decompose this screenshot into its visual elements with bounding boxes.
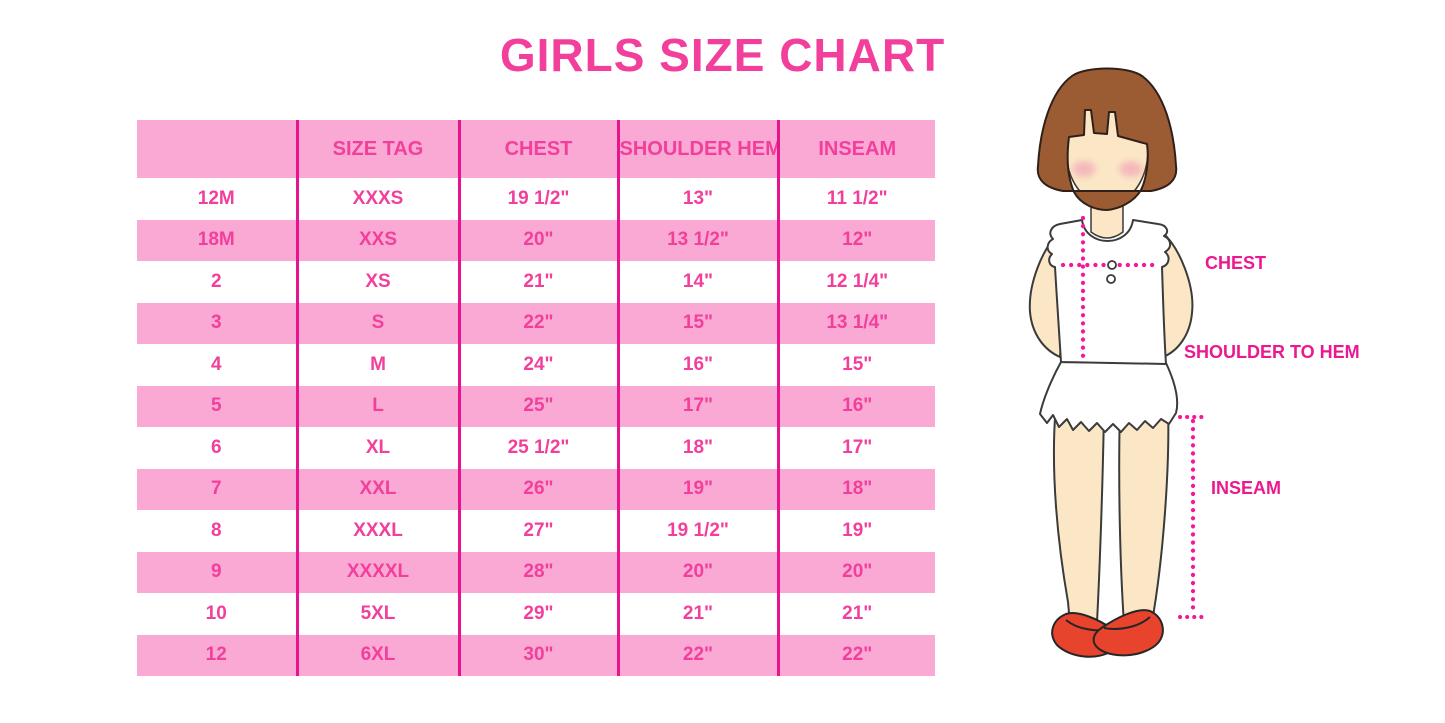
- table-row-2: 2 XS 21" 14" 12 1/4": [137, 261, 935, 303]
- table-row-3: 3 S 22" 15" 13 1/4": [137, 302, 935, 344]
- cell-size-tag: XS: [297, 261, 461, 303]
- cell-chest: 28": [459, 551, 620, 593]
- skirt: [1039, 361, 1179, 433]
- cell-shoulder-hem: 13 1/2": [618, 219, 780, 261]
- cell-size: 2: [137, 261, 299, 303]
- cell-shoulder-hem: 21": [618, 593, 780, 635]
- cell-size: 12: [137, 634, 299, 676]
- cell-inseam: 15": [842, 353, 873, 375]
- cell-inseam: 20": [778, 551, 935, 593]
- measurement-figure: [1000, 55, 1420, 695]
- cell-size-tag: XXXL: [297, 510, 461, 552]
- size-table: SIZE TAG CHEST SHOULDER HEM INSEAM 12M XX…: [137, 120, 935, 676]
- left-leg: [1052, 404, 1105, 625]
- cell-size: 6: [137, 427, 299, 469]
- table-row-12m: 12M XXXS 19 1/2" 13" 11 1/2": [137, 178, 935, 220]
- header-blank: [137, 120, 299, 178]
- cell-chest: 22": [459, 302, 620, 344]
- cell-inseam: 17": [842, 436, 873, 458]
- table-row-7: 7 XXL 26" 19" 18": [137, 468, 935, 510]
- page-title: GIRLS SIZE CHART: [499, 29, 946, 81]
- top-button-2: [1106, 274, 1116, 284]
- cell-shoulder-hem: 22": [618, 634, 780, 676]
- cell-inseam: 18": [778, 468, 935, 510]
- table-row-12: 12 6XL 30" 22" 22": [137, 634, 935, 676]
- table-row-6: 6 XL 25 1/2" 18" 17": [137, 427, 935, 469]
- cell-shoulder-hem: 13": [618, 178, 780, 220]
- right-leg: [1118, 404, 1170, 625]
- cell-chest: 24": [459, 344, 620, 386]
- cell-size-tag: L: [297, 385, 461, 427]
- cell-shoulder-hem: 15": [618, 302, 780, 344]
- cell-size: 5: [137, 385, 299, 427]
- table-row-4: 4 M 24" 16" 15": [137, 344, 935, 386]
- cell-chest: 19 1/2": [459, 178, 620, 220]
- cell-size: 9: [137, 551, 299, 593]
- table-row-8: 8 XXXL 27" 19 1/2" 19": [137, 510, 935, 552]
- cell-shoulder-hem: 20": [618, 551, 780, 593]
- right-shoe: [1092, 609, 1164, 657]
- cell-shoulder-hem: 19": [618, 468, 780, 510]
- chest-measure-label: CHEST: [1205, 253, 1267, 273]
- cell-size-tag: XL: [297, 427, 461, 469]
- cell-size-tag: XXL: [297, 468, 461, 510]
- cell-chest: 20": [459, 219, 620, 261]
- right-shoe-strap: [1103, 616, 1151, 630]
- cell-size-tag: S: [297, 302, 461, 344]
- blouse: [1046, 219, 1172, 365]
- cell-size-tag: XXXS: [297, 178, 461, 220]
- cell-size: 8: [137, 510, 299, 552]
- cell-size: 12M: [137, 178, 299, 220]
- right-cheek-blush: [1119, 161, 1143, 177]
- cell-size: 3: [137, 302, 299, 344]
- cell-size-tag: 6XL: [297, 634, 461, 676]
- header-inseam: INSEAM: [778, 120, 935, 178]
- table-row-18m: 18M XXS 20" 13 1/2" 12": [137, 219, 935, 261]
- shoulder-to-hem-measure-label: SHOULDER TO HEM: [1184, 342, 1360, 362]
- cell-shoulder-hem: 18": [618, 427, 780, 469]
- cell-size: 4: [137, 344, 299, 386]
- cell-inseam: 12": [778, 219, 935, 261]
- cell-size: 18M: [137, 219, 299, 261]
- cell-shoulder-hem: 19 1/2": [618, 510, 780, 552]
- cell-shoulder-hem: 14": [618, 261, 780, 303]
- cell-inseam: 12 1/4": [826, 270, 889, 292]
- hair: [1036, 67, 1178, 211]
- cell-inseam: 21": [842, 602, 873, 624]
- cell-size-tag: XXXXL: [297, 551, 461, 593]
- table-row-10: 10 5XL 29" 21" 21": [137, 593, 935, 635]
- girl-illustration: [1028, 67, 1206, 658]
- cell-inseam: 22": [778, 634, 935, 676]
- top-button-1: [1107, 260, 1117, 270]
- left-cheek-blush: [1072, 161, 1096, 177]
- inseam-measure-label: INSEAM: [1211, 478, 1282, 498]
- cell-chest: 30": [459, 634, 620, 676]
- cell-inseam: 19": [842, 519, 873, 541]
- cell-chest: 29": [459, 593, 620, 635]
- header-row: SIZE TAG CHEST SHOULDER HEM INSEAM: [137, 120, 935, 178]
- cell-shoulder-hem: 16": [618, 344, 780, 386]
- cell-chest: 25": [459, 385, 620, 427]
- cell-size: 10: [137, 593, 299, 635]
- cell-chest: 21": [459, 261, 620, 303]
- cell-inseam: 16": [778, 385, 935, 427]
- cell-chest: 27": [459, 510, 620, 552]
- cell-chest: 25 1/2": [459, 427, 620, 469]
- size-table-body: 12M XXXS 19 1/2" 13" 11 1/2" 18M XXS 20" 13 1/2…: [137, 178, 935, 676]
- cell-inseam: 13 1/4": [778, 302, 935, 344]
- cell-size-tag: M: [297, 344, 461, 386]
- cell-shoulder-hem: 17": [618, 385, 780, 427]
- header-size-tag: SIZE TAG: [297, 120, 461, 178]
- header-shoulder-hem: SHOULDER HEM: [618, 120, 780, 178]
- cell-inseam: 11 1/2": [826, 187, 888, 209]
- size-table-header: SIZE TAG CHEST SHOULDER HEM INSEAM: [137, 120, 935, 178]
- cell-size-tag: XXS: [297, 219, 461, 261]
- table-row-5: 5 L 25" 17" 16": [137, 385, 935, 427]
- header-chest: CHEST: [459, 120, 620, 178]
- cell-chest: 26": [459, 468, 620, 510]
- table-row-9: 9 XXXXL 28" 20" 20": [137, 551, 935, 593]
- cell-size: 7: [137, 468, 299, 510]
- cell-size-tag: 5XL: [297, 593, 461, 635]
